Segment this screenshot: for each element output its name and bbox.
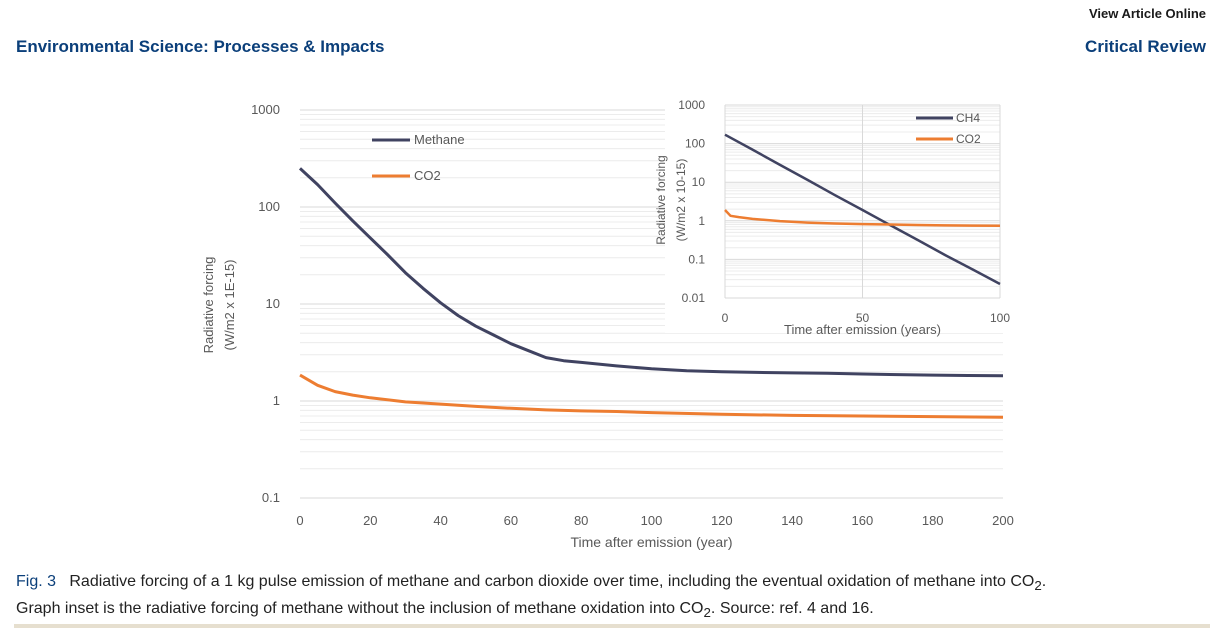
inset-y-tick-label: 10 [692, 175, 706, 189]
main-x-tick-label: 20 [363, 513, 377, 528]
inset-x-tick-label: 100 [990, 311, 1010, 325]
main-y-tick-label: 10 [266, 296, 280, 311]
main-x-tick-label: 180 [922, 513, 944, 528]
caption-line2-end: . Source: ref. 4 and 16. [710, 600, 874, 618]
inset-y-tick-label: 0.01 [682, 291, 706, 305]
inset-x-tick-label: 50 [856, 311, 870, 325]
main-x-tick-label: 140 [781, 513, 803, 528]
main-x-axis-label: Time after emission (year) [570, 534, 732, 550]
main-legend-label: Methane [414, 132, 465, 147]
inset-background [665, 95, 1010, 333]
main-y-tick-label: 1000 [251, 102, 280, 117]
caption-period-1: . [1041, 573, 1047, 590]
main-series-line-co2 [299, 373, 1004, 419]
caption-subscript-2: 2 [703, 605, 711, 621]
view-article-online-link[interactable]: View Article Online [1088, 6, 1206, 21]
inset-legend-label: CH4 [956, 111, 980, 125]
inset-series-line-co2 [724, 209, 1001, 228]
section-label: Critical Review [1085, 37, 1206, 56]
main-x-tick-label: 40 [433, 513, 447, 528]
inset-x-tick-label: 0 [722, 311, 729, 325]
main-y-tick-label: 1 [273, 393, 280, 408]
main-y-axis-label: Radiative forcing [201, 257, 216, 354]
main-x-tick-label: 100 [641, 513, 663, 528]
inset-y-tick-label: 100 [685, 137, 705, 151]
caption-subscript-1: 2 [1034, 578, 1042, 594]
main-y-tick-label: 100 [258, 199, 280, 214]
bottom-divider [14, 624, 1210, 628]
inset-x-axis-label: Time after emission (years) [784, 322, 941, 337]
main-x-tick-label: 0 [296, 513, 303, 528]
figure-label: Fig. 3 [16, 573, 57, 590]
main-series-line-methane [298, 167, 1004, 378]
main-y-axis-label: (W/m2 x 1E-15) [222, 259, 237, 350]
main-x-tick-label: 120 [711, 513, 733, 528]
caption-line2: Graph inset is the radiative forcing of … [16, 600, 704, 618]
figure-caption: Fig. 3 Radiative forcing of a 1 kg pulse… [16, 570, 1212, 624]
inset-y-tick-label: 1 [698, 214, 705, 228]
main-x-tick-label: 80 [574, 513, 588, 528]
inset-y-tick-label: 1000 [678, 98, 705, 112]
main-x-tick-label: 160 [852, 513, 874, 528]
main-x-tick-label: 60 [504, 513, 518, 528]
main-x-tick-label: 200 [992, 513, 1014, 528]
main-y-tick-label: 0.1 [262, 490, 280, 505]
inset-y-axis-label: Radiative forcing [654, 155, 668, 244]
main-legend-label: CO2 [414, 168, 441, 183]
caption-line1: Radiative forcing of a 1 kg pulse emissi… [69, 573, 1035, 590]
inset-y-axis-label: (W/m2 x 10-15) [674, 159, 688, 242]
inset-y-tick-label: 0.1 [688, 252, 705, 266]
inset-series-line-ch4 [724, 133, 1001, 286]
inset-legend-label: CO2 [956, 132, 981, 146]
journal-title: Environmental Science: Processes & Impac… [16, 37, 385, 56]
